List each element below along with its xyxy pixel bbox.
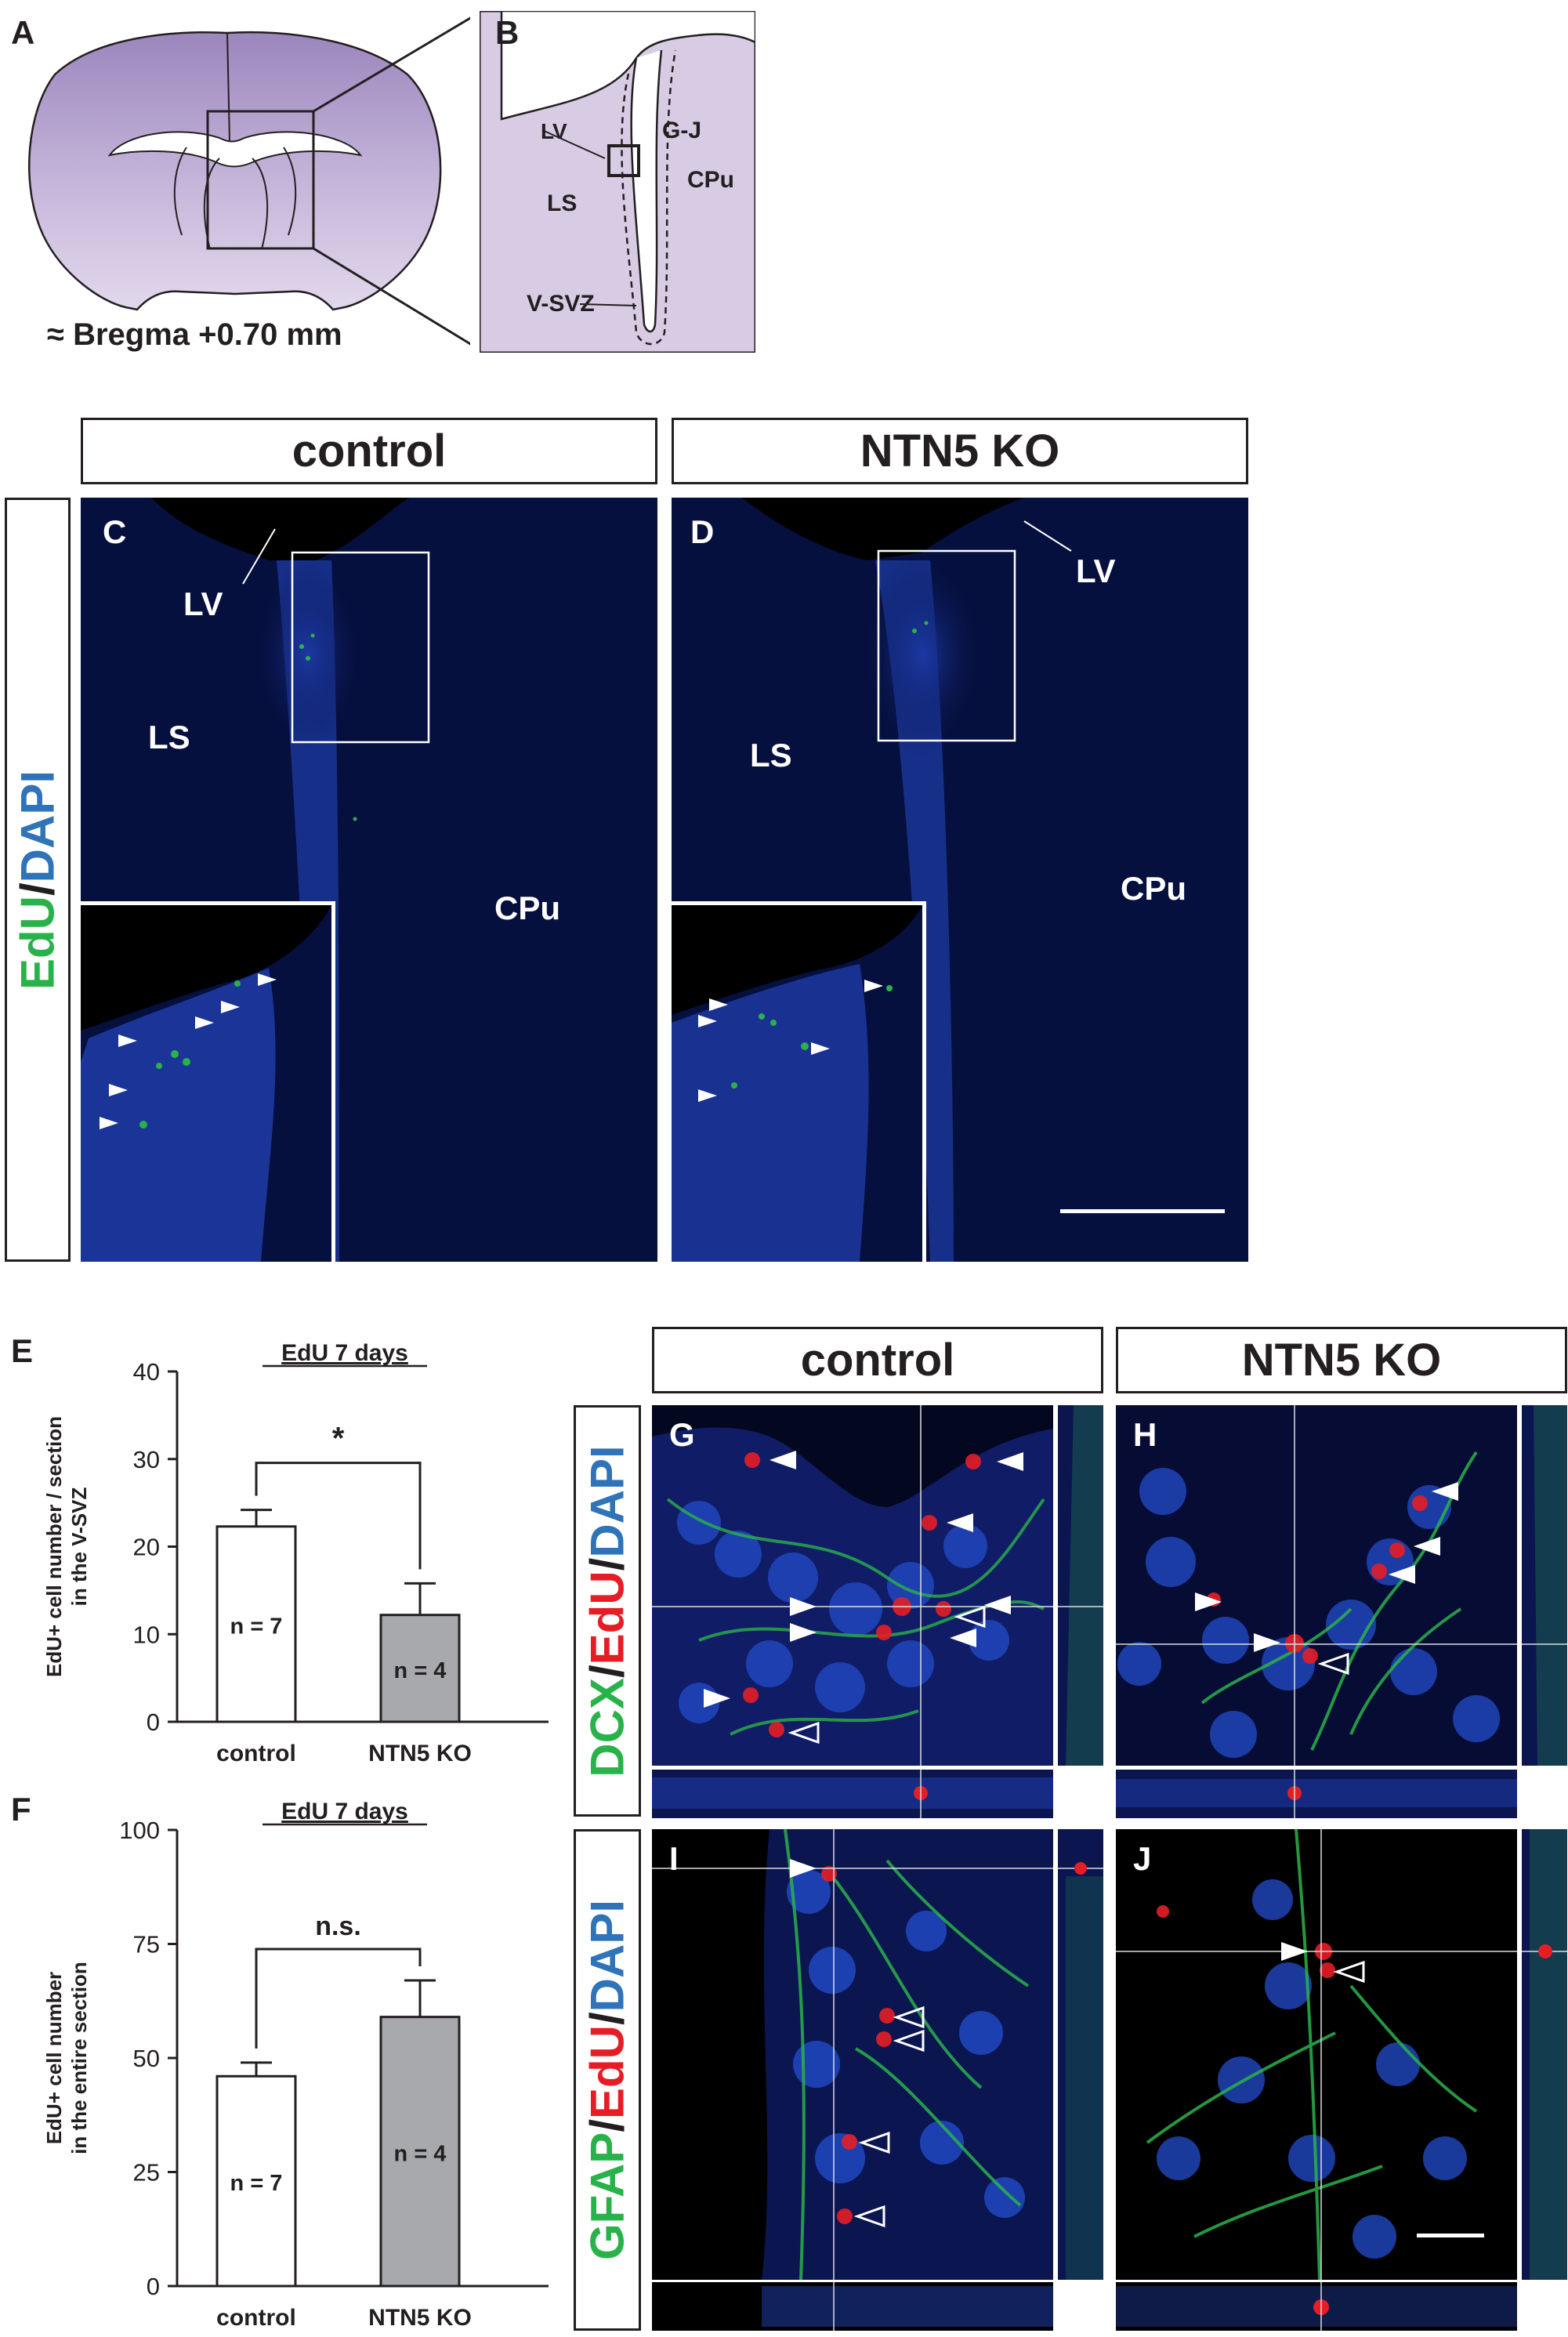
d-label-lv: LV [1076, 553, 1116, 589]
y-tick-label: 40 [133, 1358, 160, 1386]
d-label-cpu: CPu [1121, 870, 1186, 907]
n-label: n = 4 [394, 1658, 447, 1683]
micrograph-c: C LV LS CPu [81, 498, 657, 1262]
y-tick-label: 20 [133, 1534, 160, 1561]
b-label-cpu: CPu [687, 167, 734, 193]
bregma-label: ≈ Bregma +0.70 mm [47, 317, 342, 352]
significance-label: * [332, 1422, 345, 1456]
orthogonal-side-i [1058, 1829, 1103, 2280]
micrograph-i: I [652, 1829, 1053, 2280]
brain-section-diagram [27, 16, 470, 346]
stain-label-box-dcx: DCX/EdU/DAPI [574, 1405, 641, 1817]
stain-label-box-row1: EdU/DAPI [5, 498, 71, 1262]
n-label: n = 7 [230, 1614, 283, 1639]
y-tick-label: 30 [133, 1446, 160, 1473]
c-label-lv: LV [183, 585, 223, 622]
c-label-ls: LS [148, 719, 190, 755]
b-label-lv: LV [541, 119, 567, 143]
orthogonal-side-g [1058, 1405, 1103, 1766]
y-axis-label-line2: in the entire section [67, 1962, 91, 2154]
header-ko-row1: NTN5 KO [672, 418, 1248, 484]
orthogonal-side-j [1522, 1829, 1567, 2280]
stain-label-gfap-edu-dapi: GFAP/EdU/DAPI [581, 1899, 634, 2261]
b-label-gj: G-J [662, 118, 702, 143]
micrograph-g: G [652, 1405, 1053, 1766]
orthogonal-bottom-g [652, 1770, 1053, 1818]
panel-letter-a: A [11, 14, 35, 51]
y-tick-label: 100 [119, 1817, 160, 1844]
c-label-cpu: CPu [494, 890, 560, 926]
chart-title: EdU 7 days [281, 1799, 408, 1824]
b-label-ls: LS [547, 190, 578, 216]
panel-letter-i: I [669, 1840, 679, 1877]
panel-letter-b: B [495, 14, 520, 51]
stain-label-edu-dapi: EdU/DAPI [11, 770, 64, 990]
panel-letter-f: F [11, 1791, 31, 1828]
panel-letter-e: E [11, 1332, 34, 1369]
orthogonal-bottom-h [1116, 1770, 1517, 1818]
orthogonal-bottom-j [1116, 2282, 1517, 2331]
b-label-vsvz: V-SVZ [527, 291, 595, 317]
significance-bracket [255, 1462, 422, 1570]
y-tick-label: 25 [133, 2159, 160, 2187]
panel-letter-d: D [690, 513, 715, 550]
n-label: n = 4 [394, 2141, 447, 2166]
panel-letter-g: G [669, 1416, 695, 1453]
n-label: n = 7 [230, 2171, 283, 2196]
bar-0 [215, 2074, 297, 2288]
stain-label-box-gfap: GFAP/EdU/DAPI [574, 1829, 641, 2331]
x-tick-label: NTN5 KO [368, 2305, 472, 2331]
panel-letter-j: J [1133, 1840, 1152, 1877]
micrograph-d: D LV LS CPu [672, 498, 1248, 1262]
chart-e: 0 10 20 30 40 EdU+ cell number / section in th… [42, 1340, 549, 1766]
y-axis-label: EdU+ cell number / section [42, 1416, 66, 1677]
y-axis-label: EdU+ cell number [42, 1972, 66, 2144]
d-label-ls: LS [750, 737, 792, 774]
bar-1 [379, 1614, 461, 1723]
y-tick-label: 0 [147, 1708, 160, 1736]
v-svz-schematic [480, 11, 755, 353]
inset-c [81, 901, 335, 1262]
scale-bar-d [1060, 1209, 1225, 1213]
x-tick-label: control [216, 2305, 296, 2331]
x-tick-label: control [216, 1741, 296, 1766]
chart-f: 0 25 50 75 100 EdU+ cell number in the entire … [42, 1799, 549, 2331]
panel-letter-h: H [1133, 1416, 1157, 1453]
micrograph-j: J [1116, 1829, 1517, 2280]
orthogonal-bottom-i [652, 2282, 1053, 2331]
y-tick-label: 0 [147, 2273, 160, 2300]
bar-0 [215, 1525, 297, 1723]
y-axis-label-line2: in the V-SVZ [67, 1487, 91, 1607]
header-control-row1: control [81, 418, 657, 484]
panel-letter-c: C [103, 513, 127, 550]
significance-bracket [255, 1948, 422, 2049]
bar-1 [379, 2016, 461, 2288]
y-tick-label: 10 [133, 1621, 160, 1648]
stain-label-dcx-edu-dapi: DCX/EdU/DAPI [581, 1444, 634, 1777]
header-ko-row2: NTN5 KO [1116, 1327, 1567, 1393]
x-tick-label: NTN5 KO [368, 1741, 472, 1766]
significance-label: n.s. [315, 1911, 361, 1941]
y-tick-label: 75 [133, 1931, 160, 1958]
micrograph-h: H [1116, 1405, 1517, 1766]
chart-title: EdU 7 days [281, 1340, 408, 1366]
y-tick-label: 50 [133, 2045, 160, 2072]
inset-d [672, 901, 926, 1262]
header-control-row2: control [652, 1327, 1103, 1393]
orthogonal-side-h [1522, 1405, 1567, 1766]
